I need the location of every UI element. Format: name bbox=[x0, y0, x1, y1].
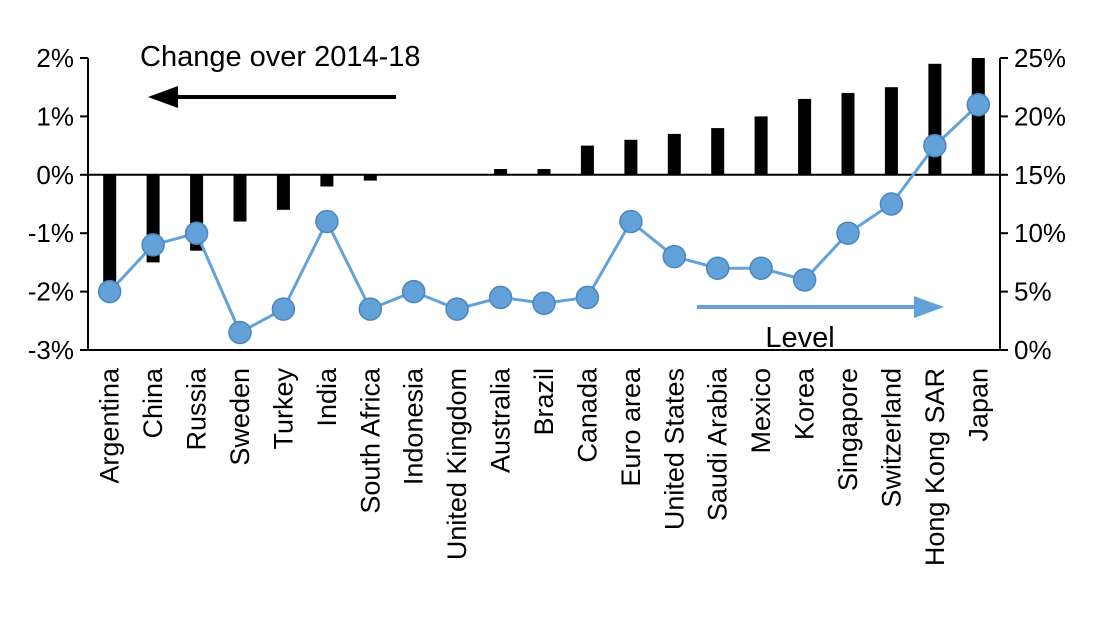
category-label-india: India bbox=[312, 367, 342, 427]
marker-australia bbox=[488, 285, 513, 310]
marker-united-states bbox=[662, 244, 687, 269]
marker-brazil bbox=[532, 291, 556, 316]
bar-switzerland bbox=[884, 87, 898, 175]
bar-mexico bbox=[754, 116, 768, 175]
marker-russia bbox=[184, 221, 209, 245]
line-annotation-label: Level bbox=[765, 322, 834, 354]
bar-canada bbox=[580, 145, 594, 175]
marker-united-kingdom bbox=[445, 297, 469, 321]
category-label-australia: Australia bbox=[486, 367, 516, 473]
bar-brazil bbox=[537, 169, 551, 175]
category-label-switzerland: Switzerland bbox=[876, 368, 906, 508]
bars-annotation: Change over 2014-18 bbox=[140, 41, 421, 108]
axes bbox=[87, 58, 1001, 351]
marker-argentina bbox=[97, 279, 122, 304]
category-label-south-africa: South Africa bbox=[355, 367, 385, 514]
right-tick-label: 0% bbox=[1014, 335, 1052, 365]
bar-argentina bbox=[103, 174, 117, 292]
line-annotation: Level bbox=[697, 296, 944, 354]
category-label-china: China bbox=[138, 367, 168, 439]
left-tick-label: -1% bbox=[28, 218, 74, 248]
category-label-turkey: Turkey bbox=[268, 368, 298, 450]
bar-india bbox=[320, 174, 334, 187]
bar-hong-kong-sar bbox=[928, 63, 942, 175]
marker-euro-area bbox=[619, 209, 643, 234]
bar-turkey bbox=[276, 174, 290, 210]
category-label-japan: Japan bbox=[963, 368, 993, 442]
right-tick-label: 10% bbox=[1014, 218, 1066, 248]
marker-india bbox=[315, 209, 339, 234]
left-arrow-icon bbox=[148, 86, 178, 108]
left-tick-label: -3% bbox=[28, 335, 74, 365]
bar-sweden bbox=[233, 174, 247, 222]
right-tick-label: 5% bbox=[1014, 277, 1052, 307]
marker-indonesia bbox=[401, 279, 426, 304]
category-labels: Argentina China Russia Sweden Turkey India Sou… bbox=[95, 367, 994, 566]
category-label-canada: Canada bbox=[572, 367, 602, 463]
left-axis-labels: 2% 1% 0% -1% -2% -3% bbox=[28, 43, 88, 365]
category-label-brazil: Brazil bbox=[529, 368, 559, 436]
marker-china bbox=[141, 233, 165, 257]
category-label-russia: Russia bbox=[182, 367, 212, 451]
marker-mexico bbox=[749, 256, 773, 280]
marker-switzerland bbox=[879, 192, 904, 216]
category-label-mexico: Mexico bbox=[746, 368, 776, 454]
marker-singapore bbox=[836, 221, 860, 245]
category-label-sweden: Sweden bbox=[225, 368, 255, 466]
right-tick-label: 20% bbox=[1014, 101, 1066, 131]
bar-united-states bbox=[667, 133, 681, 175]
right-arrow-icon bbox=[914, 296, 944, 318]
category-label-indonesia: Indonesia bbox=[399, 367, 429, 485]
category-label-united-states: United States bbox=[659, 368, 689, 530]
category-label-argentina: Argentina bbox=[95, 367, 125, 484]
category-label-singapore: Singapore bbox=[833, 368, 863, 491]
marker-south-africa bbox=[358, 297, 383, 321]
category-label-united-kingdom: United Kingdom bbox=[442, 368, 472, 560]
bar-saudi-arabia bbox=[711, 128, 725, 175]
line-series bbox=[97, 92, 991, 345]
category-label-saudi-arabia: Saudi Arabia bbox=[703, 367, 733, 521]
left-tick-label: -2% bbox=[28, 277, 74, 307]
left-tick-label: 0% bbox=[36, 160, 74, 190]
marker-korea bbox=[792, 268, 817, 292]
right-tick-label: 15% bbox=[1014, 160, 1066, 190]
left-tick-label: 1% bbox=[36, 101, 74, 131]
right-axis-labels: 25% 20% 15% 10% 5% 0% bbox=[1000, 43, 1066, 365]
bar-korea bbox=[798, 98, 812, 175]
right-tick-label: 25% bbox=[1014, 43, 1066, 73]
bar-south-africa bbox=[363, 174, 377, 181]
category-label-hong-kong-sar: Hong Kong SAR bbox=[920, 368, 950, 566]
marker-turkey bbox=[271, 297, 296, 321]
bar-euro-area bbox=[624, 139, 638, 175]
marker-japan bbox=[966, 92, 991, 117]
category-label-euro-area: Euro area bbox=[616, 367, 646, 487]
marker-sweden bbox=[228, 320, 252, 345]
marker-saudi-arabia bbox=[705, 256, 730, 280]
left-tick-label: 2% bbox=[36, 43, 74, 73]
bars-annotation-label: Change over 2014-18 bbox=[140, 41, 421, 73]
category-label-korea: Korea bbox=[790, 367, 820, 440]
bar-australia bbox=[494, 169, 508, 175]
marker-hong-kong-sar bbox=[923, 133, 947, 158]
marker-canada bbox=[575, 285, 600, 310]
bar-singapore bbox=[841, 93, 855, 175]
